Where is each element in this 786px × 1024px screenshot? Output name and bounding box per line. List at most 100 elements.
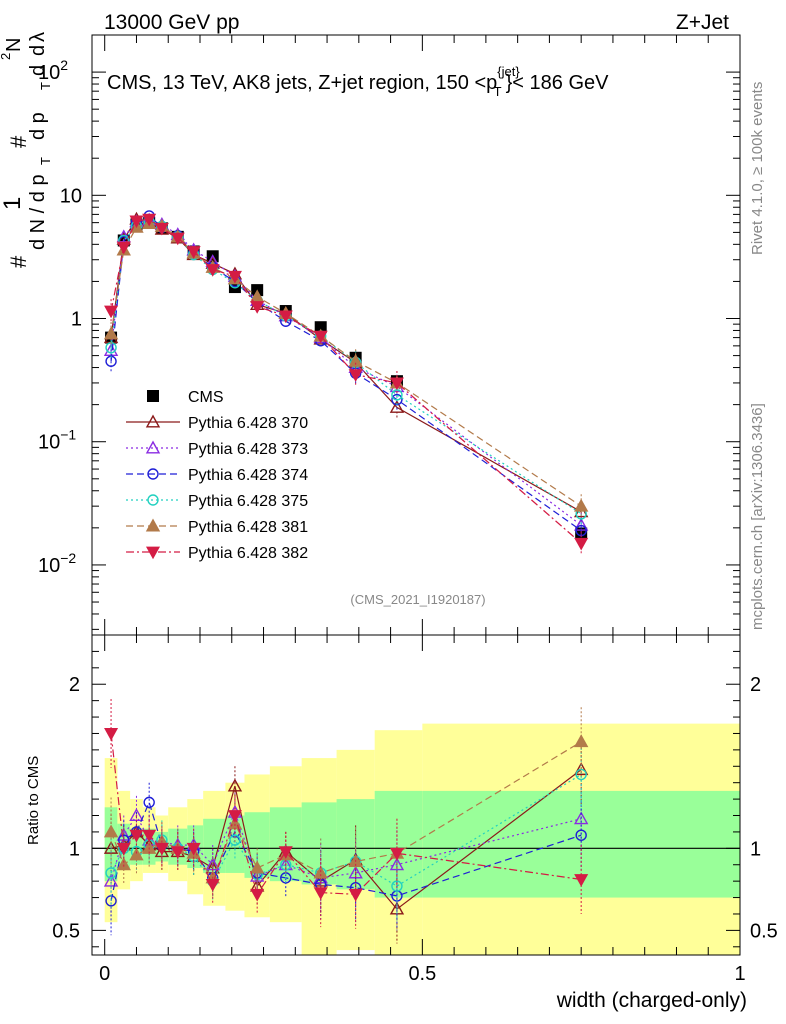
marker-p373 <box>573 811 589 825</box>
marker-p370 <box>573 762 589 776</box>
marker-p381 <box>116 857 131 871</box>
ylabel-d: d <box>27 65 49 76</box>
marker-p381 <box>573 498 589 512</box>
ylabel-hash1: # <box>6 255 31 268</box>
legend-marker <box>145 518 161 532</box>
ratio-band-inner <box>374 790 423 898</box>
legend-item-CMS: CMS <box>147 389 224 406</box>
legend-marker <box>147 494 159 506</box>
marker-p375 <box>105 867 117 879</box>
marker-p382 <box>227 810 242 823</box>
main-title-sup: {jet} <box>497 64 520 79</box>
ylabel-hash2: # <box>6 135 31 148</box>
marker-p381 <box>573 734 589 748</box>
marker-p382 <box>313 887 328 900</box>
marker-p382 <box>186 246 201 259</box>
ratio-series-layer <box>103 699 589 944</box>
legend-label: Pythia 6.428 370 <box>188 415 308 432</box>
marker-p381 <box>103 824 119 838</box>
marker-p382 <box>170 232 185 246</box>
ratio-y-tick-label: 2 <box>69 674 80 696</box>
ylabel-one: 1 <box>0 197 26 210</box>
legend-label: Pythia 6.428 382 <box>188 545 308 562</box>
ratio-series-p382 <box>104 699 589 929</box>
main-series-p381 <box>103 216 589 519</box>
marker-p382 <box>250 888 265 902</box>
marker-p382 <box>348 888 363 902</box>
marker-p382 <box>205 879 220 892</box>
main-y-tick-label: 1 <box>71 309 82 331</box>
marker-p382 <box>104 305 119 319</box>
marker-p381 <box>103 326 119 340</box>
marker-p382 <box>205 264 220 277</box>
legend-marker <box>147 468 159 480</box>
legend-label: Pythia 6.428 373 <box>188 441 308 458</box>
main-series-p373 <box>103 212 589 538</box>
ylabel-sub-t1: T <box>38 157 53 165</box>
legend-marker <box>145 414 161 428</box>
marker-p381 <box>129 847 144 861</box>
marker-p382 <box>313 330 328 344</box>
legend-item-p373: Pythia 6.428 373 <box>126 440 308 458</box>
ylabel-N: N <box>3 38 25 52</box>
marker-p382 <box>250 301 265 314</box>
marker-p382 <box>278 310 293 324</box>
marker-p382 <box>129 829 144 843</box>
main-title-sub: T <box>494 84 502 99</box>
marker-p382 <box>278 846 293 859</box>
x-axis-label: width (charged-only) <box>556 989 747 1012</box>
series-line-p370 <box>110 218 582 513</box>
series-line-p382 <box>110 218 582 544</box>
marker-p381 <box>348 353 363 367</box>
series-line-p374 <box>110 215 582 532</box>
marker-p374 <box>143 796 155 809</box>
main-series-p374 <box>105 210 587 543</box>
main-series-p370 <box>103 211 589 524</box>
marker-p382 <box>389 847 404 861</box>
marker-p382 <box>170 846 185 859</box>
marker-p382 <box>142 829 157 843</box>
ylabel-denominator: d N / d p <box>27 174 49 250</box>
ratio-y-tick-label: 0.5 <box>52 920 80 942</box>
ratio-frame <box>91 634 741 956</box>
ratio-y-tick-label: 1 <box>69 838 80 860</box>
marker-p382 <box>574 874 589 887</box>
main-y-tick-label: 102 <box>38 57 68 84</box>
ratio-y-tick-label-right: 1 <box>750 838 761 860</box>
ratio-ylabel: Ratio to CMS <box>25 756 42 845</box>
x-tick-label: 0 <box>99 963 110 985</box>
marker-p373 <box>103 873 119 887</box>
marker-p382 <box>116 842 131 856</box>
legend-label: Pythia 6.428 374 <box>188 467 308 484</box>
marker-p375 <box>575 768 587 781</box>
rivet-version-label: Rivet 4.1.0, ≥ 100k events <box>749 82 766 255</box>
marker-p382 <box>574 537 589 551</box>
marker-p373 <box>103 343 119 357</box>
marker-p382 <box>227 270 242 284</box>
ylabel-sup-2: 2 <box>0 53 13 60</box>
legend-label: Pythia 6.428 381 <box>188 519 308 536</box>
ylabel-dpt: d p <box>27 112 49 140</box>
marker-p370 <box>389 399 405 413</box>
main-series-p382 <box>104 213 589 556</box>
legend-marker <box>145 546 161 560</box>
main-ylabel: # d N / d p T 1 # d p T d 2 N d λ <box>0 32 53 268</box>
ylabel-sub-t2: T <box>38 82 53 90</box>
legend-item-p375: Pythia 6.428 375 <box>126 493 308 510</box>
main-y-tick-label: 10−1 <box>38 427 76 454</box>
series-line-p373 <box>110 219 582 526</box>
main-title-part-b: }< 186 GeV <box>506 72 610 94</box>
series-line-p373 <box>110 810 582 882</box>
marker-p382 <box>389 377 404 391</box>
marker-p370 <box>154 844 170 858</box>
marker-p382 <box>154 222 169 236</box>
mcplots-label: mcplots.cern.ch [arXiv:1306.3436] <box>749 403 766 630</box>
header-right: Z+Jet <box>676 11 729 34</box>
analysis-id: (CMS_2021_I1920187) <box>350 592 485 607</box>
ratio-band-inner <box>203 818 226 873</box>
header-left: 13000 GeV pp <box>104 11 239 34</box>
main-series-p375 <box>105 216 587 526</box>
marker-p382 <box>116 241 131 255</box>
main-series-CMS <box>105 216 588 540</box>
